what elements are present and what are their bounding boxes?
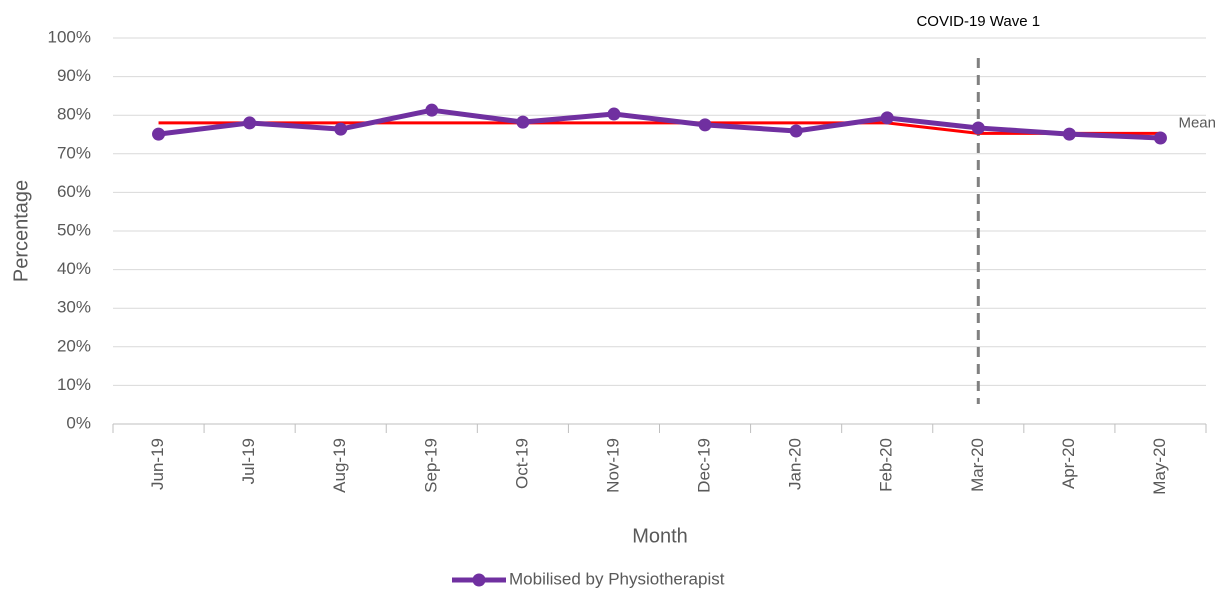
series-line bbox=[158, 121, 1161, 135]
marker bbox=[607, 107, 621, 121]
y-tick-label: 20% bbox=[57, 336, 91, 355]
x-tick-label: Oct-19 bbox=[512, 438, 531, 489]
marker bbox=[1062, 127, 1076, 141]
annotation-label: COVID-19 Wave 1 bbox=[916, 13, 1040, 30]
marker bbox=[425, 103, 439, 117]
x-tick-label: May-20 bbox=[1150, 438, 1169, 495]
x-tick-label: Feb-20 bbox=[877, 438, 896, 492]
y-axis-title: Percentage bbox=[10, 180, 32, 282]
legend-marker bbox=[472, 573, 486, 587]
marker bbox=[243, 116, 257, 130]
x-tick-label: Jul-19 bbox=[239, 438, 258, 484]
marker bbox=[516, 115, 530, 129]
marker bbox=[971, 121, 985, 135]
y-tick-label: 90% bbox=[57, 66, 91, 85]
series-end-label: Mean bbox=[1178, 114, 1216, 131]
x-tick-label: Sep-19 bbox=[421, 438, 440, 493]
marker bbox=[152, 127, 166, 141]
marker bbox=[1153, 131, 1167, 145]
marker bbox=[789, 124, 803, 138]
y-tick-label: 40% bbox=[57, 259, 91, 278]
marker bbox=[334, 122, 348, 136]
y-tick-label: 30% bbox=[57, 298, 91, 317]
y-tick-label: 50% bbox=[57, 220, 91, 239]
marker bbox=[698, 118, 712, 132]
x-tick-label: Jun-19 bbox=[148, 438, 167, 490]
x-tick-label: Apr-20 bbox=[1059, 438, 1078, 489]
y-tick-label: 10% bbox=[57, 375, 91, 394]
y-tick-label: 60% bbox=[57, 182, 91, 201]
marker bbox=[880, 111, 894, 125]
x-tick-label: Mar-20 bbox=[968, 438, 987, 492]
y-tick-label: 100% bbox=[48, 27, 91, 46]
x-axis-title: Month bbox=[632, 525, 688, 547]
x-tick-label: Jan-20 bbox=[786, 438, 805, 490]
y-tick-label: 70% bbox=[57, 143, 91, 162]
y-tick-label: 0% bbox=[66, 413, 91, 432]
x-tick-label: Dec-19 bbox=[695, 438, 714, 493]
legend-label: Mobilised by Physiotherapist bbox=[509, 569, 725, 588]
y-tick-label: 80% bbox=[57, 105, 91, 124]
x-tick-label: Aug-19 bbox=[330, 438, 349, 493]
x-tick-label: Nov-19 bbox=[603, 438, 622, 493]
series-line bbox=[158, 107, 1161, 141]
